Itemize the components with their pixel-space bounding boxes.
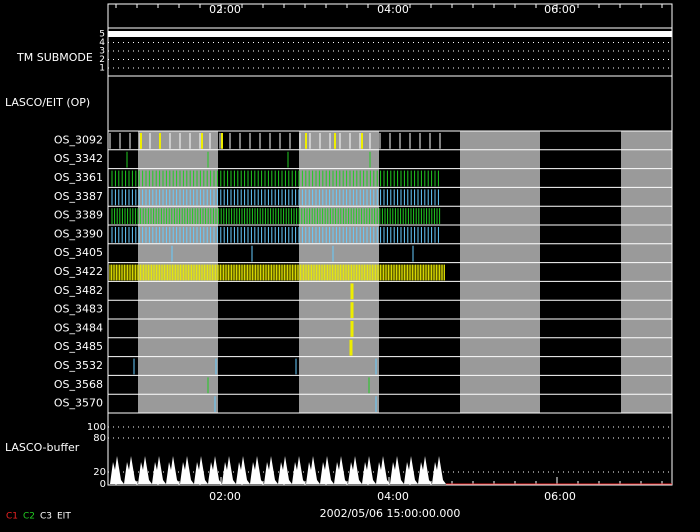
buffer-tick-label: 100 [87, 422, 106, 433]
bottom-time-label: 02:00 [209, 490, 241, 503]
legend-entry: EIT [57, 512, 71, 522]
row-label: OS_3389 [54, 209, 103, 222]
row-label: OS_3485 [54, 340, 103, 353]
row-label: OS_3422 [54, 265, 103, 278]
buffer-area [110, 456, 446, 484]
gray-band [460, 131, 540, 413]
submode-tick-label: 3 [99, 47, 105, 57]
top-time-label: 04:00 [377, 3, 409, 16]
row-label: OS_3484 [54, 321, 103, 334]
bottom-time-label: 06:00 [544, 490, 576, 503]
row-label: OS_3342 [54, 152, 103, 165]
row-label: OS_3570 [54, 397, 103, 410]
submode-tick-label: 1 [99, 64, 105, 74]
bottom-time-label: 04:00 [377, 490, 409, 503]
submode-tick-label: 2 [99, 55, 105, 65]
plot-frame [107, 3, 673, 486]
submode-tick-label: 5 [99, 30, 105, 40]
buffer-tick-label: 80 [93, 433, 106, 444]
date-label: 2002/05/06 15:00:00.000 [320, 507, 461, 520]
row-label: OS_3092 [54, 133, 103, 146]
legend-entry: C2 [23, 512, 35, 522]
legend-entry: C3 [40, 512, 52, 522]
gray-band [621, 131, 672, 413]
top-time-label: 06:00 [544, 3, 576, 16]
buffer-tick-label: 0 [100, 479, 106, 490]
legend-entry: C1 [6, 512, 18, 522]
row-label: OS_3390 [54, 227, 103, 240]
buffer-tick-label: 20 [93, 467, 106, 478]
row-label: OS_3361 [54, 171, 103, 184]
row-label: OS_3405 [54, 246, 103, 259]
row-label: OS_3387 [54, 190, 103, 203]
submode-tick-label: 4 [99, 38, 105, 48]
row-label: OS_3482 [54, 284, 103, 297]
top-time-label: 02:00 [209, 3, 241, 16]
panel-label: LASCO-buffer [5, 441, 80, 454]
panel-label: TM SUBMODE [16, 51, 93, 64]
row-label: OS_3483 [54, 303, 103, 316]
row-label: OS_3568 [54, 378, 103, 391]
submode-bar [108, 31, 672, 37]
panel-label: LASCO/EIT (OP) [5, 96, 90, 109]
row-label: OS_3532 [54, 359, 103, 372]
